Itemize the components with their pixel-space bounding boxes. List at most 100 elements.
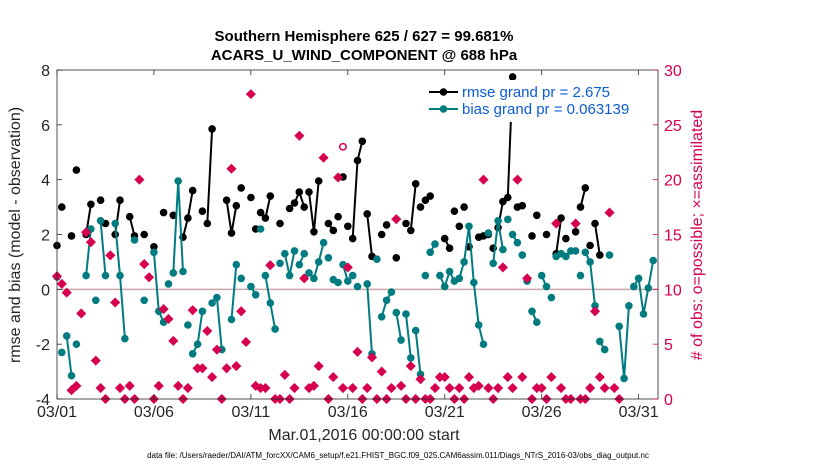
obs-assimilated-point (313, 361, 324, 372)
bias-point (164, 280, 173, 288)
rmse-point (125, 212, 134, 221)
obs-assimilated-point (81, 227, 92, 238)
bias-point (620, 374, 628, 383)
obs-assimilated-point (493, 382, 504, 394)
bias-point (508, 230, 517, 239)
bias-point (62, 332, 71, 340)
obs-assimilated-point (56, 278, 67, 289)
obs-assimilated-point (260, 382, 271, 394)
bias-point (208, 299, 216, 307)
obs-assimilated-point (95, 382, 106, 394)
obs-layer (51, 89, 625, 405)
obs-assimilated-point (294, 130, 305, 141)
obs-assimilated-point (463, 372, 475, 383)
rmse-segment (366, 213, 373, 257)
rmse-point (344, 222, 352, 231)
y-tick-label: 6 (41, 118, 50, 135)
obs-assimilated-point (396, 380, 407, 391)
rmse-segment (206, 128, 214, 224)
obs-assimilated-point (158, 304, 169, 315)
rmse-point (348, 234, 357, 243)
bias-point (72, 340, 81, 349)
obs-assimilated-point (589, 306, 601, 317)
bias-point (547, 293, 556, 302)
obs-assimilated-point (405, 361, 416, 372)
rmse-point (232, 201, 241, 210)
rmse-point (329, 226, 338, 235)
rmse-point (581, 184, 590, 192)
rmse-point (188, 186, 197, 195)
bias-point (150, 248, 158, 257)
rmse-point (528, 232, 536, 240)
bias-point (290, 247, 299, 255)
rmse-point (416, 203, 425, 211)
rmse-point (557, 214, 565, 222)
y-right-tick-label: 0 (664, 392, 673, 409)
bias-point (533, 318, 541, 327)
bias-point (600, 345, 609, 354)
obs-assimilated-point (570, 218, 581, 229)
obs-assimilated-point (362, 382, 373, 394)
bias-point (314, 258, 323, 266)
obs-assimilated-point (231, 361, 242, 372)
rmse-point (596, 251, 604, 259)
bias-point (82, 271, 90, 280)
bias-point (377, 313, 386, 321)
obs-assimilated-point (71, 380, 82, 391)
y-axis-label: rmse and bias (model - observation) (7, 107, 24, 363)
rmse-point (402, 219, 410, 228)
rmse-point (455, 222, 464, 231)
y-axis-left: -4 -2 0 2 4 6 8 (36, 63, 62, 409)
rmse-point (440, 234, 449, 243)
chart-title-line1: Southern Hemisphere 625 / 627 = 99.681% (215, 28, 514, 45)
obs-assimilated-point (454, 382, 465, 394)
bias-point (465, 222, 473, 231)
x-tick-label: 03/26 (522, 404, 562, 421)
rmse-point (184, 214, 192, 222)
y-axis-right: 0 5 10 15 20 25 30 (653, 63, 682, 409)
series-layer (53, 73, 657, 383)
bias-point (581, 248, 590, 257)
bias-point (169, 269, 178, 277)
rmse-point (591, 219, 599, 228)
rmse-point (450, 207, 459, 215)
obs-assimilated-point (328, 372, 339, 383)
bias-point (537, 271, 546, 280)
bias-point (644, 284, 653, 292)
obs-assimilated-point (90, 355, 101, 366)
bias-point (261, 271, 270, 280)
bias-point (179, 267, 187, 276)
rmse-point (334, 212, 342, 221)
x-tick-label: 03/31 (619, 404, 659, 421)
obs-assimilated-point (202, 325, 213, 337)
bias-segment (65, 335, 73, 376)
rmse-point (116, 196, 124, 204)
y-tick-label: 8 (41, 63, 50, 80)
bias-point (300, 249, 309, 258)
obs-assimilated-point (333, 172, 344, 183)
rmse-point (256, 208, 265, 217)
bias-point (392, 308, 401, 317)
bias-point (474, 321, 483, 329)
bias-point (426, 248, 435, 257)
rmse-point (411, 180, 420, 188)
rmse-point (571, 228, 580, 236)
bias-point (116, 271, 124, 280)
bias-point (513, 238, 522, 247)
bias-point (344, 277, 352, 285)
bias-point (630, 282, 638, 291)
rmse-point (285, 204, 294, 213)
rmse-point (295, 188, 304, 196)
obs-assimilated-point (483, 382, 494, 394)
x-tick-label: 03/11 (231, 404, 270, 421)
bias-point (140, 296, 148, 305)
rmse-point (227, 229, 236, 237)
obs-assimilated-point (551, 218, 562, 229)
obs-assimilated-point (347, 382, 358, 394)
y-right-tick-label: 25 (664, 118, 682, 135)
bias-point (562, 252, 570, 261)
bias-point (591, 302, 599, 310)
y-right-tick-label: 10 (664, 282, 682, 299)
obs-assimilated-point (245, 89, 256, 100)
y-tick-label: 2 (41, 228, 50, 245)
